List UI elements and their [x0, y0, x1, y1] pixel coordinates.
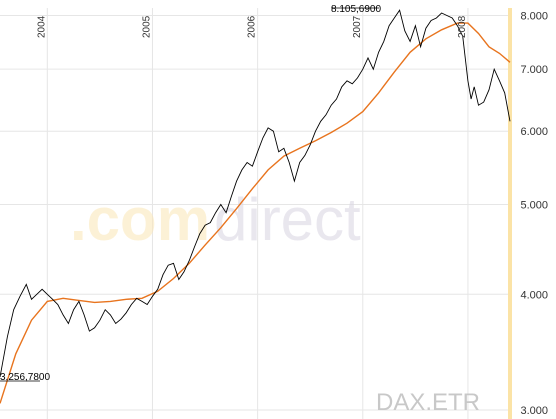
- x-tick-label: 2004: [36, 15, 47, 38]
- y-tick-label: 8.000: [520, 10, 548, 22]
- moving-average-line: [0, 22, 511, 404]
- x-tick-label: 2005: [141, 15, 152, 38]
- y-tick-label: 7.000: [520, 64, 548, 76]
- gridlines: [0, 8, 510, 419]
- latest-value-highlight: [508, 8, 512, 419]
- watermark: .com direct: [70, 186, 361, 253]
- y-tick-label: 3.000: [520, 405, 548, 417]
- x-tick-label: 2007: [352, 15, 363, 38]
- watermark-com: .com: [70, 186, 210, 253]
- high-annotation: 8.105,6900: [331, 4, 381, 15]
- y-axis-labels: 8.000 7.000 6.000 5.000 4.000 3.000: [520, 10, 548, 417]
- price-line: [0, 9, 511, 378]
- x-tick-label: 2006: [247, 15, 258, 38]
- x-axis-labels: 2004 2005 2006 2007 2008: [36, 15, 468, 38]
- symbol-label: DAX.ETR: [376, 389, 480, 416]
- y-tick-label: 4.000: [520, 289, 548, 301]
- x-tick-label: 2008: [457, 15, 468, 38]
- watermark-direct: direct: [214, 186, 361, 253]
- y-tick-label: 5.000: [520, 200, 548, 212]
- low-annotation: 3.256,7800: [0, 372, 50, 383]
- y-tick-label: 6.000: [520, 126, 548, 138]
